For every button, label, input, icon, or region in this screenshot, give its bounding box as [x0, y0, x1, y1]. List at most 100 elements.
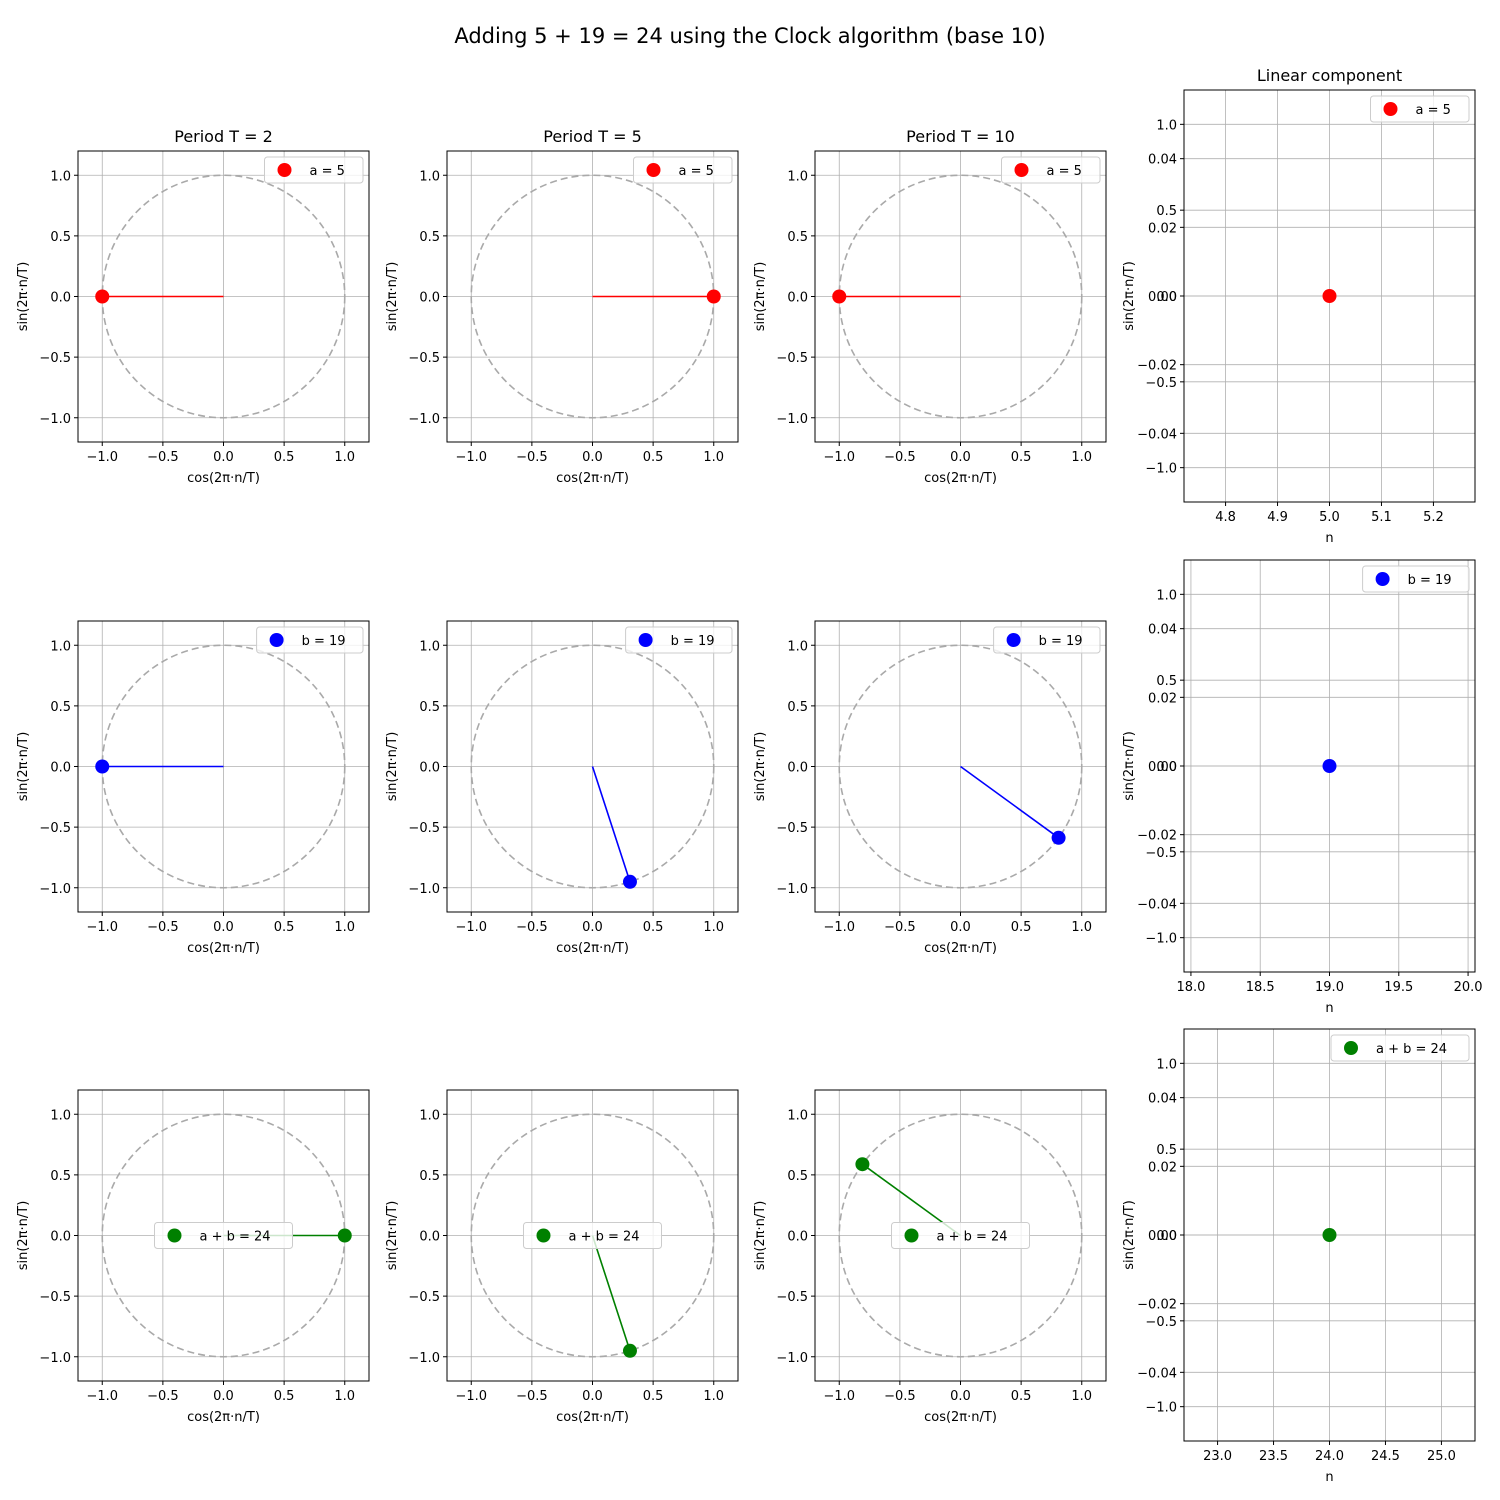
y-axis-label: sin(2π·n/T): [1122, 261, 1137, 331]
y-tick-label: 0.02: [1148, 221, 1177, 236]
x-axis-label: cos(2π·n/T): [924, 1410, 997, 1425]
data-point: [622, 1343, 637, 1358]
legend-box: [993, 626, 1101, 654]
y-tick-label: −1.0: [39, 1351, 71, 1366]
y-tick-label: 0.5: [419, 700, 440, 715]
y-tick-label: −0.02: [1137, 359, 1177, 374]
x-tick-label: 0.0: [213, 920, 234, 935]
y-tick-label: 0.5: [50, 700, 71, 715]
x-tick-label: 19.5: [1384, 980, 1413, 995]
legend-marker: [1344, 1041, 1358, 1055]
figure-title: Adding 5 + 19 = 24 using the Clock algor…: [454, 24, 1046, 48]
y-tick-label: 0.00: [1148, 760, 1177, 775]
x-tick-label: 20.0: [1454, 980, 1483, 995]
subplot-title: Period T = 10: [906, 127, 1015, 146]
x-tick-label: 0.5: [1011, 920, 1032, 935]
subplot-3-3: −1.0 −0.5 0.0 0.5 1.0 −1.0 −0.5 0.0 0.5 1.0 cos(2π…: [753, 1089, 1107, 1425]
legend: a = 5: [264, 156, 364, 184]
legend: a + b = 24: [891, 1222, 1030, 1249]
x-tick-label: −0.5: [147, 1389, 179, 1404]
x-tick-label: 18.0: [1176, 980, 1205, 995]
y-tick-label-overlay: −0.5: [1145, 846, 1177, 861]
x-tick-label: 1.0: [703, 920, 724, 935]
x-tick-label: 18.5: [1246, 980, 1275, 995]
legend-label: b = 19: [671, 634, 715, 649]
x-tick-label: 1.0: [1071, 920, 1092, 935]
y-tick-label: −1.0: [408, 882, 440, 897]
x-tick-label: 19.0: [1315, 980, 1344, 995]
legend: a + b = 24: [523, 1222, 662, 1249]
legend-box: [1370, 95, 1470, 123]
y-tick-label-overlay: 0.0: [1156, 1229, 1177, 1244]
legend: a + b = 24: [1330, 1034, 1470, 1062]
legend-label: b = 19: [1039, 634, 1083, 649]
y-tick-label: 1.0: [50, 169, 71, 184]
x-tick-label: 0.0: [950, 450, 971, 465]
legend: b = 19: [625, 626, 733, 654]
x-tick-label: −0.5: [516, 920, 548, 935]
x-axis-label: n: [1325, 531, 1333, 546]
legend-marker: [167, 1228, 182, 1243]
legend-box: [523, 1222, 662, 1249]
legend-box: [891, 1222, 1030, 1249]
legend: a = 5: [633, 156, 733, 184]
x-tick-label: 0.0: [950, 1389, 971, 1404]
x-tick-label: 0.5: [274, 920, 295, 935]
data-point: [1322, 289, 1337, 303]
x-tick-label: 0.0: [950, 920, 971, 935]
vector-line: [960, 765, 1060, 839]
x-tick-label: 25.0: [1427, 1449, 1456, 1464]
y-tick-label: 0.02: [1148, 1160, 1177, 1175]
y-tick-label: 0.00: [1148, 290, 1177, 305]
subplot-2-3: −1.0 −0.5 0.0 0.5 1.0 −1.0 −0.5 0.0 0.5 1.0 cos(2π…: [753, 620, 1107, 956]
data-point: [1322, 1228, 1337, 1242]
subplot-title: Period T = 5: [543, 127, 642, 146]
legend-box: [1362, 565, 1470, 593]
x-axis-label: cos(2π·n/T): [924, 471, 997, 486]
y-tick-label: 0.00: [1148, 1229, 1177, 1244]
legend-label: a = 5: [310, 164, 345, 179]
legend-label: a + b = 24: [937, 1230, 1008, 1245]
y-tick-label: −1.0: [776, 412, 808, 427]
x-tick-label: −0.5: [884, 920, 916, 935]
y-tick-label: 0.5: [787, 700, 808, 715]
data-point: [622, 874, 637, 889]
legend: a = 5: [1001, 156, 1101, 184]
x-tick-label: −1.0: [455, 1389, 487, 1404]
x-tick-label: −0.5: [884, 1389, 916, 1404]
subplot-1-1: −1.0 −0.5 0.0 0.5 1.0 −1.0 −0.5 0.0 0.5 1.0 cos(2π…: [16, 127, 370, 486]
subplot-title: Linear component: [1257, 66, 1402, 85]
y-tick-label: 1.0: [50, 639, 71, 654]
x-tick-label: 1.0: [1071, 450, 1092, 465]
x-tick-label: 1.0: [334, 450, 355, 465]
legend: b = 19: [1362, 565, 1470, 593]
legend-label: a + b = 24: [200, 1230, 271, 1245]
data-point: [706, 289, 721, 304]
y-axis-label: sin(2π·n/T): [1122, 731, 1137, 801]
x-tick-label: −0.5: [147, 450, 179, 465]
y-tick-label: 0.0: [419, 761, 440, 776]
y-tick-label: 0.0: [787, 761, 808, 776]
subplot-1-3: −1.0 −0.5 0.0 0.5 1.0 −1.0 −0.5 0.0 0.5 1.0 cos(2π…: [753, 127, 1107, 486]
x-tick-label: 0.5: [643, 450, 664, 465]
subplot-2-4: 18.0 18.5 19.0 19.5 20.0 −0.04 −0.02 0.00 0.02 0.…: [1122, 559, 1483, 1016]
y-axis-label: sin(2π·n/T): [1122, 1200, 1137, 1270]
x-tick-label: 0.5: [274, 450, 295, 465]
y-tick-label: −1.0: [39, 882, 71, 897]
data-point: [832, 289, 847, 304]
x-tick-label: 0.5: [1011, 1389, 1032, 1404]
y-axis-label: sin(2π·n/T): [385, 262, 400, 332]
x-tick-label: 1.0: [334, 1389, 355, 1404]
y-tick-label-overlay: 1.0: [1156, 118, 1177, 133]
y-tick-label: −0.5: [776, 821, 808, 836]
legend-marker: [638, 633, 653, 647]
legend-label: a + b = 24: [569, 1230, 640, 1245]
y-tick-label: 1.0: [419, 639, 440, 654]
y-tick-label-overlay: 1.0: [1156, 588, 1177, 603]
x-tick-label: −1.0: [823, 450, 855, 465]
y-axis-label: sin(2π·n/T): [753, 262, 768, 332]
y-tick-label: 0.5: [419, 230, 440, 245]
legend: a + b = 24: [154, 1222, 293, 1249]
y-tick-label: −1.0: [776, 1351, 808, 1366]
